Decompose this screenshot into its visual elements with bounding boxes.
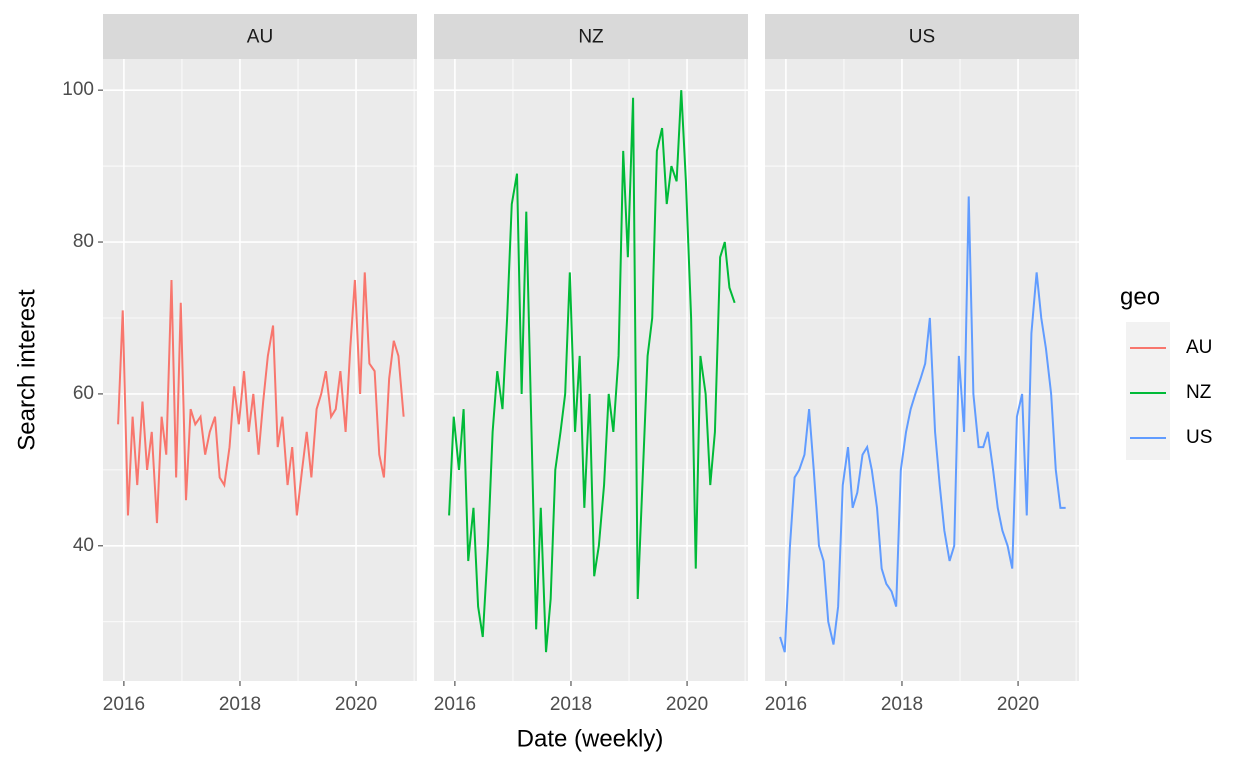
x-tick-label: 2020 <box>335 694 377 715</box>
y-tick-label: 60 <box>73 383 94 404</box>
x-tick-label: 2020 <box>997 694 1039 715</box>
legend-label: AU <box>1186 337 1212 358</box>
x-tick-label: 2020 <box>666 694 708 715</box>
panel-background <box>103 59 417 681</box>
y-tick-label: 40 <box>73 535 94 556</box>
x-tick-label: 2018 <box>881 694 923 715</box>
strip-background <box>434 14 748 59</box>
strip-background <box>103 14 417 59</box>
legend-label: NZ <box>1186 382 1212 403</box>
data-line <box>117 272 405 524</box>
y-axis-label: Search interest <box>13 289 40 451</box>
strip-label: AU <box>247 27 273 48</box>
x-axis-label: Date (weekly) <box>517 725 664 752</box>
legend-key-background <box>1126 322 1170 460</box>
strip-background <box>765 14 1079 59</box>
y-tick-label: 80 <box>73 231 94 252</box>
panel-background <box>765 59 1079 681</box>
data-line <box>448 90 736 653</box>
x-tick-label: 2016 <box>765 694 807 715</box>
y-tick-label: 100 <box>62 79 94 100</box>
strip-label: NZ <box>578 27 604 48</box>
data-line <box>779 196 1066 653</box>
x-tick-label: 2018 <box>219 694 261 715</box>
legend-title: geo <box>1120 283 1160 310</box>
x-tick-label: 2016 <box>434 694 476 715</box>
x-tick-label: 2018 <box>550 694 592 715</box>
strip-label: US <box>909 27 935 48</box>
x-tick-label: 2016 <box>103 694 145 715</box>
legend-label: US <box>1186 427 1212 448</box>
